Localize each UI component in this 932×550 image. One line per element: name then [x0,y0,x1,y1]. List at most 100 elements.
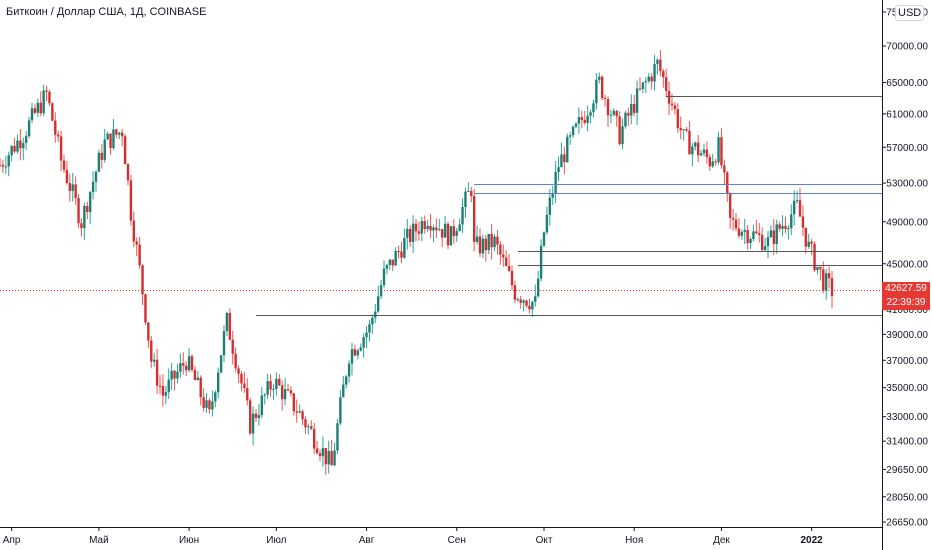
candle-body [190,356,194,370]
candle-body [691,146,694,155]
candle-body [792,200,796,215]
candle-body [115,129,118,135]
candle-body [493,236,496,248]
candle-body [763,246,767,250]
candle-body [240,373,243,384]
y-tick-label: 53000.00 [886,179,928,190]
candle-body [784,225,787,229]
candle-body [88,192,92,212]
candle-body [519,299,522,303]
candle-body [638,88,642,90]
candle-body [161,385,165,396]
candle-body [679,127,682,131]
candle-body [251,413,255,434]
candle-body [275,378,278,390]
y-tick-label: 33000.00 [886,412,928,423]
candle-body [342,384,345,398]
candle-body [635,88,639,113]
candle-body [272,389,275,391]
candle-body [580,117,584,120]
candle-body [440,229,444,238]
candle-body [676,109,680,128]
candle-body [318,453,322,457]
y-tick-label: 45000.00 [886,259,928,270]
candle-body [406,228,409,238]
y-tick-label: 57000.00 [886,143,928,154]
candle-body [141,265,144,295]
candle-body [673,105,677,110]
candle-body [574,123,578,127]
candle-body [234,353,237,369]
candle-body [22,142,25,149]
candle-body [86,206,89,212]
candle-body [16,140,19,152]
candle-body [365,332,368,338]
candle-body [353,349,357,356]
candle-body [667,90,671,104]
candle-body [176,371,179,379]
candle-body [819,266,822,270]
candle-body [362,337,365,348]
candle-body [359,347,362,351]
candle-body [528,305,531,310]
candle-body [659,59,662,72]
candle-body [455,231,458,236]
candle-body [545,214,549,233]
candle-body [458,224,461,232]
candle-body [522,300,525,303]
candle-body [775,224,778,244]
candle-body [83,206,86,229]
candle-body [749,239,752,244]
candle-body [214,392,217,402]
candle-body [36,102,40,113]
candle-body [621,126,624,145]
candle-body [822,269,825,291]
candle-body [414,223,418,232]
candle-body [74,184,77,199]
x-tick-label: Июн [179,535,199,546]
candle-body [304,419,307,428]
candle-body [592,103,595,113]
currency-badge[interactable]: USD [895,5,925,21]
candle-body [790,214,793,229]
x-tick-label: Июл [266,535,286,546]
candle-body [446,223,450,246]
candle-body [728,192,732,218]
x-tick-label: Сен [448,535,466,546]
candle-body [568,135,572,137]
candle-body [356,350,360,356]
candle-body [216,372,220,393]
candle-body [158,385,162,387]
candle-body [810,241,813,244]
candle-body [179,363,182,372]
x-tick-label: Окт [536,535,553,546]
candle-body [816,266,819,271]
countdown-timer: 22:39:39 [886,297,926,309]
candle-body [152,359,156,362]
candle-body [391,259,394,266]
candle-body [641,82,645,90]
candle-body [510,270,514,286]
candle-body [248,400,252,434]
y-tick-label: 29650.00 [886,465,928,476]
candle-body [542,232,546,246]
candle-body [103,139,106,160]
candle-body [603,98,607,100]
candle-body [182,363,185,366]
candle-body [106,133,109,140]
candle-body [56,134,60,137]
candle-body [257,415,261,418]
candle-body [280,385,284,400]
candle-body [560,154,563,168]
candle-body [19,140,22,149]
candle-body [536,278,540,297]
x-tick-label: 2022 [801,535,824,546]
candle-body [734,219,738,229]
candle-body [798,200,802,217]
candle-body [132,220,136,242]
candle-body [583,119,586,123]
candle-body [801,216,805,228]
